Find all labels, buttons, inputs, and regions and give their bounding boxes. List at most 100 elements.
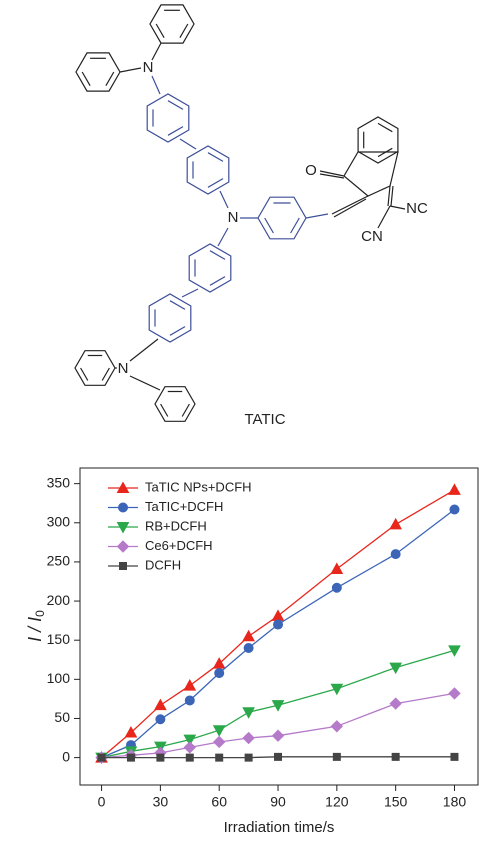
y-tick-label: 150 xyxy=(47,631,71,647)
legend-text: TaTIC+DCFH xyxy=(145,499,223,514)
atom-label: N xyxy=(228,209,239,226)
bond xyxy=(305,213,329,219)
series-line xyxy=(101,692,455,759)
marker xyxy=(242,731,255,745)
legend-marker xyxy=(119,562,127,570)
x-tick-label: 150 xyxy=(384,794,408,810)
bond xyxy=(319,173,345,179)
series-line xyxy=(101,508,455,759)
double-bond xyxy=(207,152,224,162)
bond xyxy=(387,185,391,207)
y-tick-label: 250 xyxy=(47,553,71,569)
double-bond xyxy=(290,217,300,234)
ring xyxy=(149,4,195,44)
double-bond xyxy=(264,217,274,234)
series-line xyxy=(101,756,455,759)
marker xyxy=(126,753,135,762)
bond xyxy=(151,42,162,61)
marker xyxy=(215,753,224,762)
ring xyxy=(357,116,399,164)
double-bond xyxy=(377,122,393,133)
legend-text: TaTIC NPs+DCFH xyxy=(145,479,252,494)
marker xyxy=(185,753,194,762)
legend-marker xyxy=(116,481,130,493)
marker xyxy=(274,752,283,761)
x-tick-label: 30 xyxy=(153,794,169,810)
bond xyxy=(129,375,161,391)
double-bond xyxy=(179,23,189,38)
atom-label: CN xyxy=(361,228,383,245)
marker xyxy=(244,753,253,762)
marker xyxy=(330,562,344,574)
x-tick-label: 0 xyxy=(98,794,106,810)
ring xyxy=(257,196,307,240)
double-bond xyxy=(209,250,226,260)
double-bond xyxy=(167,126,184,136)
ring xyxy=(148,293,192,343)
ring xyxy=(146,93,190,143)
marker xyxy=(449,504,460,515)
marker xyxy=(156,753,165,762)
double-bond xyxy=(81,71,91,86)
molecule xyxy=(74,4,406,422)
ring xyxy=(74,350,116,386)
legend-marker xyxy=(118,502,128,513)
double-bond xyxy=(169,300,186,310)
double-bond xyxy=(101,367,110,381)
y-tick-label: 100 xyxy=(47,670,71,686)
y-axis-label: I / I0 xyxy=(25,610,47,642)
marker xyxy=(448,687,461,700)
bond xyxy=(181,288,199,298)
double-bond xyxy=(169,326,186,336)
y-axis-label-main: I / I xyxy=(25,617,45,642)
marker xyxy=(97,753,106,762)
x-tick-label: 60 xyxy=(211,794,227,810)
plot-frame xyxy=(79,467,479,786)
y-tick-label: 50 xyxy=(54,709,70,725)
marker xyxy=(389,662,403,675)
marker xyxy=(448,483,461,495)
marker xyxy=(271,700,285,712)
bond xyxy=(119,67,142,73)
ring xyxy=(343,151,399,197)
bond xyxy=(333,198,367,218)
x-tick-label: 90 xyxy=(270,794,286,810)
marker xyxy=(183,741,197,754)
atom-label: N xyxy=(143,59,154,76)
double-bond xyxy=(160,403,169,417)
y-tick-label: 200 xyxy=(47,592,71,608)
ring xyxy=(188,243,232,293)
bond xyxy=(217,227,229,247)
marker xyxy=(389,517,403,530)
marker xyxy=(331,582,342,593)
bond xyxy=(319,170,345,177)
double-bond xyxy=(207,178,224,188)
marker xyxy=(391,752,400,761)
marker xyxy=(271,609,285,621)
x-axis-label: Irradiation time/s xyxy=(224,819,335,836)
double-bond xyxy=(155,23,165,38)
bond xyxy=(377,205,391,229)
marker xyxy=(154,698,167,711)
atom-label: NC xyxy=(406,200,428,217)
bond xyxy=(151,75,161,95)
bond xyxy=(390,185,394,207)
marker xyxy=(273,619,284,630)
legend-marker xyxy=(116,540,130,553)
marker xyxy=(330,683,344,696)
bond xyxy=(331,195,369,215)
double-bond xyxy=(167,100,184,110)
marker xyxy=(183,734,197,747)
double-bond xyxy=(181,403,190,417)
legend-text: RB+DCFH xyxy=(145,518,207,533)
marker xyxy=(214,668,225,679)
marker xyxy=(243,643,254,654)
bond xyxy=(129,338,159,362)
ring xyxy=(154,386,196,422)
legend-text: DCFH xyxy=(145,557,181,572)
atom-label: O xyxy=(305,162,317,179)
marker xyxy=(124,726,138,738)
marker xyxy=(390,549,401,560)
compound-name: TATIC xyxy=(244,411,285,428)
